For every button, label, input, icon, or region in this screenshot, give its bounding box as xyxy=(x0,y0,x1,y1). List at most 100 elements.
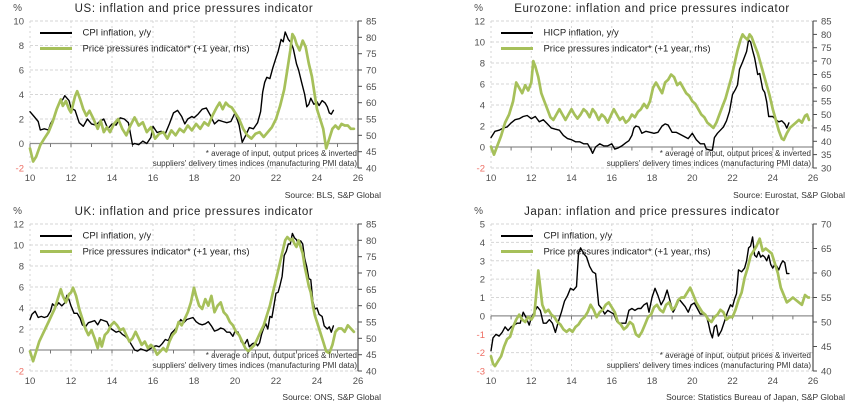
legend-label: Price pressures indicator* (+1 year, rhs… xyxy=(543,245,711,257)
legend-item-price-pressures: Price pressures indicator* (+1 year, rhs… xyxy=(40,243,250,259)
left-tick-label: 6 xyxy=(19,66,24,77)
right-tick-label: 85 xyxy=(366,17,377,28)
left-tick-label: -2 xyxy=(16,164,24,175)
right-tick-label: 55 xyxy=(366,318,377,329)
right-tick-label: 65 xyxy=(821,244,832,255)
right-tick-label: 45 xyxy=(366,350,377,361)
left-tick-label: 1 xyxy=(480,293,485,304)
right-tick-label: 40 xyxy=(366,164,377,175)
right-tick-label: 60 xyxy=(366,98,377,109)
x-tick-label: 18 xyxy=(647,173,658,184)
inflation-line-swatch xyxy=(40,234,72,237)
x-tick-label: 20 xyxy=(230,173,241,184)
japan-price-pressures-line xyxy=(489,237,811,368)
x-tick-label: 12 xyxy=(526,173,537,184)
left-tick-label: -2 xyxy=(16,367,24,378)
legend-item-inflation: HICP inflation, y/y xyxy=(501,24,711,40)
japan-legend: CPI inflation, y/y Price pressures indic… xyxy=(501,227,711,258)
uk-chart-panel: 40 45 50 55 60 65 70 75 80 85 -2 0 2 4 6 8 10 12 10 12 14 16 1… xyxy=(0,203,425,405)
us-inflation-line xyxy=(29,31,335,146)
x-tick-label: 26 xyxy=(808,376,819,387)
right-tick-label: 30 xyxy=(821,164,832,175)
japan-source-label: Source: Statistics Bureau of Japan, S&P … xyxy=(666,392,845,402)
right-axis: 40 45 50 55 60 65 70 xyxy=(812,220,832,378)
x-tick-label: 16 xyxy=(607,376,618,387)
right-tick-label: 80 xyxy=(366,236,377,247)
left-axis-unit-label: % xyxy=(474,206,483,217)
left-tick-label: 6 xyxy=(480,80,485,91)
x-axis-labels: 10 12 14 16 18 20 22 24 26 xyxy=(486,173,819,184)
x-tick-label: 10 xyxy=(486,173,497,184)
left-tick-label: 4 xyxy=(19,304,24,315)
inflation-line-swatch xyxy=(40,31,72,34)
legend-item-price-pressures: Price pressures indicator* (+1 year, rhs… xyxy=(501,243,711,259)
x-tick-label: 14 xyxy=(566,376,577,387)
legend-label: CPI inflation, y/y xyxy=(82,230,152,242)
right-axis: 30 35 40 45 50 55 60 65 70 75 80 85 xyxy=(812,17,832,175)
right-tick-label: 70 xyxy=(821,220,832,231)
left-tick-label: 2 xyxy=(480,275,485,286)
x-tick-label: 20 xyxy=(687,376,698,387)
right-tick-label: 35 xyxy=(821,150,832,161)
zero-axis xyxy=(29,142,358,147)
footnote-line: suppliers' delivery times indices (manuf… xyxy=(606,158,811,168)
left-tick-label: 6 xyxy=(19,283,24,294)
x-tick-label: 24 xyxy=(768,173,779,184)
legend-label: Price pressures indicator* (+1 year, rhs… xyxy=(82,245,250,257)
zero-axis xyxy=(490,146,813,151)
x-tick-label: 24 xyxy=(768,376,779,387)
left-tick-label: 8 xyxy=(19,262,24,273)
left-tick-label: 0 xyxy=(480,311,485,322)
right-tick-label: 60 xyxy=(821,269,832,280)
left-tick-label: 0 xyxy=(480,143,485,154)
footnote-line: * average of input, output prices & inve… xyxy=(659,149,811,158)
right-tick-label: 45 xyxy=(821,123,832,134)
legend-item-price-pressures: Price pressures indicator* (+1 year, rhs… xyxy=(40,40,250,56)
x-tick-label: 20 xyxy=(687,173,698,184)
right-axis: 40 45 50 55 60 65 70 75 80 85 xyxy=(357,17,377,175)
zero-axis xyxy=(490,315,813,320)
x-tick-label: 14 xyxy=(107,173,118,184)
gridlines xyxy=(490,20,813,169)
right-tick-label: 70 xyxy=(366,66,377,77)
x-tick-label: 22 xyxy=(271,376,282,387)
right-tick-label: 40 xyxy=(366,367,377,378)
uk-legend: CPI inflation, y/y Price pressures indic… xyxy=(40,227,250,258)
japan-inflation-line xyxy=(490,236,790,352)
right-tick-label: 65 xyxy=(821,70,832,81)
x-tick-label: 12 xyxy=(66,173,77,184)
legend-item-inflation: CPI inflation, y/y xyxy=(501,227,711,243)
x-tick-label: 12 xyxy=(526,376,537,387)
right-tick-label: 50 xyxy=(366,334,377,345)
footnote-line: suppliers' delivery times indices (manuf… xyxy=(152,360,357,370)
right-tick-label: 75 xyxy=(821,43,832,54)
price-pressures-line-swatch xyxy=(40,249,72,253)
uk-inflation-line xyxy=(29,232,335,352)
x-axis-labels: 10 12 14 16 18 20 22 24 26 xyxy=(25,173,364,184)
left-tick-label: 8 xyxy=(480,59,485,70)
uk-footnote: * average of input, output prices & inve… xyxy=(153,351,357,370)
left-tick-label: 10 xyxy=(474,38,485,49)
left-tick-label: 4 xyxy=(19,90,24,101)
left-tick-label: -3 xyxy=(477,367,485,378)
right-tick-label: 45 xyxy=(366,147,377,158)
right-tick-label: 50 xyxy=(821,110,832,121)
footnote-line: suppliers' delivery times indices (manuf… xyxy=(606,360,811,370)
x-tick-label: 12 xyxy=(66,376,77,387)
eurozone-source-label: Source: Eurostat, S&P Global xyxy=(733,190,845,200)
x-tick-label: 22 xyxy=(727,173,738,184)
footnote-line: * average of input, output prices & inve… xyxy=(659,351,811,360)
legend-label: CPI inflation, y/y xyxy=(82,27,152,39)
right-tick-label: 55 xyxy=(366,115,377,126)
right-tick-label: 60 xyxy=(366,301,377,312)
price-pressures-line-swatch xyxy=(501,46,533,50)
legend-label: Price pressures indicator* (+1 year, rhs… xyxy=(543,42,711,54)
left-axis-unit-label: % xyxy=(474,3,483,14)
left-tick-label: -2 xyxy=(477,164,485,175)
x-tick-label: 16 xyxy=(148,376,159,387)
price-pressures-line-swatch xyxy=(40,46,72,50)
footnote-line: suppliers' delivery times indices (manuf… xyxy=(152,158,357,168)
